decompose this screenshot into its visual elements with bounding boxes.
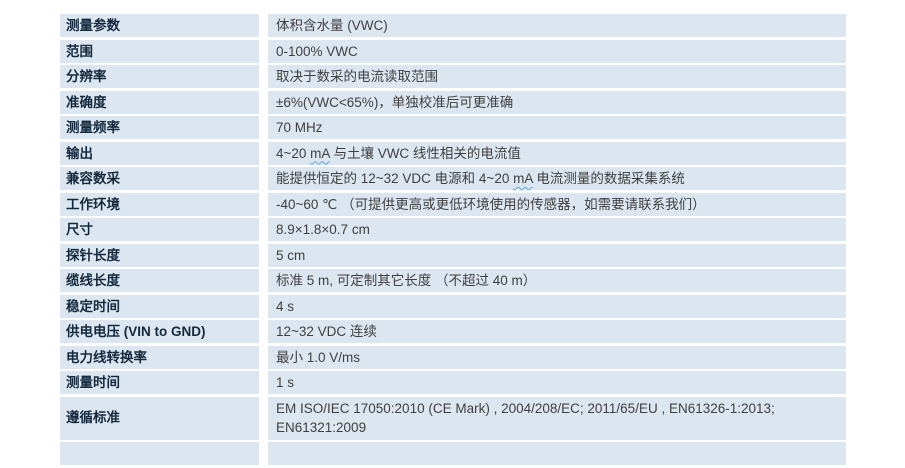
table-row: 尺寸 8.9×1.8×0.7 cm [60,218,846,241]
table-row: 输出 4~20 mA 与土壤 VWC 线性相关的电流值 [60,141,846,165]
table-row: 供电电压 (VIN to GND) 12~32 VDC 连续 [60,320,846,343]
table-row: 范围 0-100% VWC [60,39,846,63]
table-row: 测量参数 体积含水量 (VWC) [60,14,846,37]
row-value: 标准 5 m, 可定制其它长度 （不超过 40 m） [268,269,846,292]
row-label: 测量参数 [60,14,259,37]
table-row: 缆线长度 标准 5 m, 可定制其它长度 （不超过 40 m） [60,269,846,292]
row-label: 缆线长度 [60,269,259,292]
row-label: 遵循标准 [60,396,259,440]
row-value: 最小 1.0 V/ms [268,345,846,369]
row-value: ±6%(VWC<65%)，单独校准后可更准确 [268,90,846,114]
table-row: 探针长度 5 cm [60,243,846,267]
table-row: 分辨率 取决于数采的电流读取范围 [60,65,846,88]
row-value: 4~20 mA 与土壤 VWC 线性相关的电流值 [268,141,846,165]
row-value: 8.9×1.8×0.7 cm [268,218,846,241]
row-label: 测量频率 [60,116,259,139]
table-row: 测量时间 1 s [60,371,846,394]
spellcheck-squiggle: mA [310,145,330,161]
row-value: 5 cm [268,243,846,267]
row-value [268,442,846,465]
row-label: 输出 [60,141,259,165]
row-label: 测量时间 [60,371,259,394]
row-value: 70 MHz [268,116,846,139]
row-label: 准确度 [60,90,259,114]
row-value: 0-100% VWC [268,39,846,63]
row-value: 4 s [268,294,846,318]
table-row: 遵循标准 EM ISO/IEC 17050:2010 (CE Mark) , 2… [60,396,846,440]
row-label [60,442,259,465]
spellcheck-squiggle: mA [513,171,533,186]
row-value: -40~60 ℃ （可提供更高或更低环境使用的传感器，如需要请联系我们） [268,192,846,216]
row-value: 12~32 VDC 连续 [268,320,846,343]
row-value: 体积含水量 (VWC) [268,14,846,37]
row-label: 分辨率 [60,65,259,88]
row-label: 工作环境 [60,192,259,216]
table-row: 工作环境 -40~60 ℃ （可提供更高或更低环境使用的传感器，如需要请联系我们… [60,192,846,216]
row-value: 1 s [268,371,846,394]
row-label: 尺寸 [60,218,259,241]
table-row: 电力线转换率 最小 1.0 V/ms [60,345,846,369]
row-value: 能提供恒定的 12~32 VDC 电源和 4~20 mA 电流测量的数据采集系统 [268,167,846,190]
row-label: 探针长度 [60,243,259,267]
row-label: 供电电压 (VIN to GND) [60,320,259,343]
table-row: 稳定时间 4 s [60,294,846,318]
table-row: 兼容数采 能提供恒定的 12~32 VDC 电源和 4~20 mA 电流测量的数… [60,167,846,190]
row-value: 取决于数采的电流读取范围 [268,65,846,88]
row-label: 电力线转换率 [60,345,259,369]
spec-table: 测量参数 体积含水量 (VWC) 范围 0-100% VWC 分辨率 取决于数采… [60,14,846,468]
table-row [60,442,846,465]
row-label: 范围 [60,39,259,63]
table-row: 测量频率 70 MHz [60,116,846,139]
row-label: 兼容数采 [60,167,259,190]
row-value: EM ISO/IEC 17050:2010 (CE Mark) , 2004/2… [268,396,846,440]
row-label: 稳定时间 [60,294,259,318]
table-row: 准确度 ±6%(VWC<65%)，单独校准后可更准确 [60,90,846,114]
